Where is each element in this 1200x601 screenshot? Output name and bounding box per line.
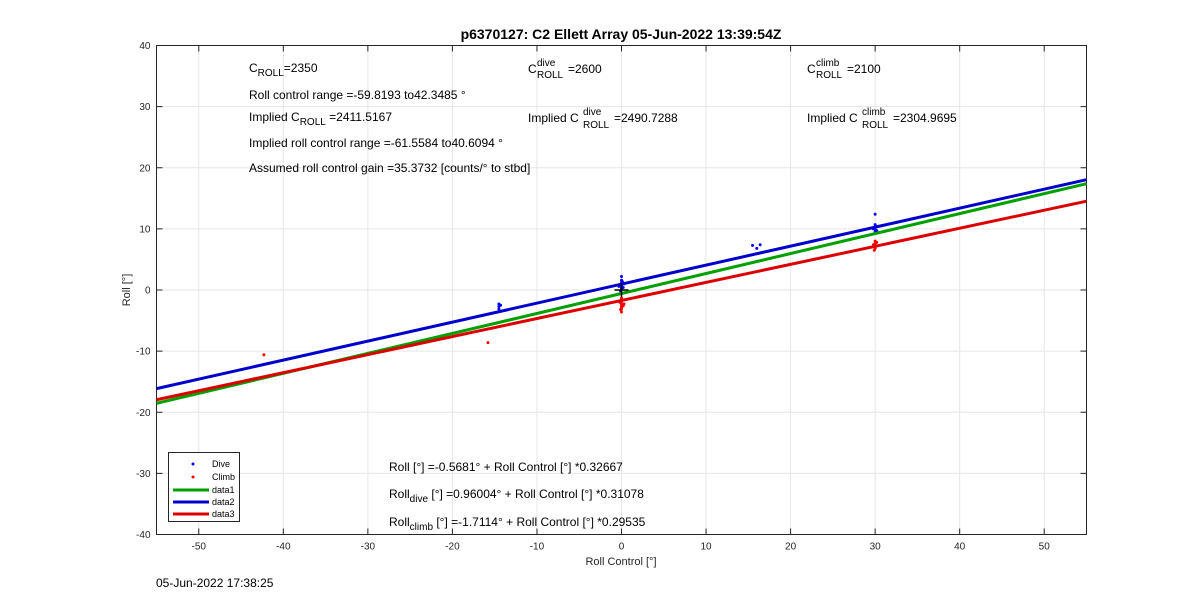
x-tick-label: 30: [870, 542, 882, 553]
y-tick-label: 20: [139, 163, 151, 174]
x-axis-label: Roll Control [°]: [585, 556, 656, 568]
y-tick-label: -10: [136, 347, 151, 358]
annot-gain: Assumed roll control gain =35.3732 [coun…: [249, 161, 530, 175]
legend-label-dive: Dive: [212, 459, 230, 469]
x-tick-label: -20: [445, 542, 460, 553]
annot-c-roll: CROLL=2350: [249, 61, 318, 79]
x-tick-label: 10: [700, 542, 712, 553]
y-tick-label: -30: [136, 469, 151, 480]
annot-c-roll-climb: C climb ROLL =2100: [807, 55, 881, 81]
legend-label-data3: data3: [212, 509, 235, 519]
y-tick-label: 30: [139, 102, 151, 113]
x-tick-label: 20: [785, 542, 797, 553]
point-climb: [486, 341, 490, 345]
point-dive: [499, 303, 503, 307]
timestamp: 05-Jun-2022 17:38:25: [156, 576, 274, 590]
y-tick-label: 40: [139, 41, 151, 52]
x-tick-label: 0: [619, 542, 625, 553]
point-dive: [873, 212, 877, 216]
legend-marker-dive: [191, 462, 195, 466]
point-climb: [619, 308, 623, 312]
origin-marker: [614, 283, 629, 297]
legend-label-data2: data2: [212, 497, 235, 507]
fit-line-data3: [156, 199, 1087, 402]
point-climb: [620, 296, 623, 300]
annot-c-roll-dive: C dive ROLL =2600: [528, 55, 602, 81]
point-dive: [497, 307, 501, 311]
data-points: [262, 212, 879, 357]
legend-marker-climb: [191, 475, 195, 479]
legend-box: [168, 452, 240, 522]
axis-ticks: -50 -40 -30 -20 -10 0 10 20 30 40 50 -40 -30 -20 -10 0 1…: [136, 41, 1087, 553]
point-climb: [620, 310, 623, 314]
y-tick-label: 10: [139, 224, 151, 235]
y-tick-label: 0: [145, 286, 151, 297]
x-tick-label: -50: [192, 542, 207, 553]
annot-implied-range: Implied roll control range =-61.5584 to4…: [249, 136, 503, 150]
point-climb: [875, 240, 879, 244]
annot-implied-c-roll: Implied CROLL =2411.5167: [249, 110, 392, 128]
annot-implied-c-roll-climb: Implied C climb ROLL =2304.9695: [807, 104, 957, 131]
point-dive: [751, 243, 755, 247]
y-axis-label: Roll [°]: [121, 274, 133, 307]
annot-implied-c-roll-dive: Implied C dive ROLL =2490.7288: [528, 104, 678, 131]
legend-label-data1: data1: [212, 485, 235, 495]
point-dive: [620, 275, 623, 279]
annot-fit-dive: Rolldive [°] =0.96004° + Roll Control [°…: [389, 487, 644, 505]
point-climb: [622, 302, 626, 306]
point-dive: [873, 223, 877, 227]
annot-roll-control-range: Roll control range =-59.8193 to42.3485 °: [249, 88, 466, 102]
chart-title: p6370127: C2 Ellett Array 05-Jun-2022 13…: [461, 26, 782, 42]
point-dive: [620, 279, 624, 283]
x-tick-label: -30: [361, 542, 376, 553]
annot-fit-all: Roll [°] =-0.5681° + Roll Control [°] *0…: [389, 460, 623, 474]
y-tick-label: -40: [136, 530, 151, 541]
x-tick-label: -10: [530, 542, 545, 553]
point-dive: [755, 246, 759, 250]
point-dive: [621, 286, 625, 290]
x-tick-label: 40: [954, 542, 966, 553]
annotations: CROLL=2350 Roll control range =-59.8193 …: [249, 55, 957, 533]
x-tick-label: 50: [1039, 542, 1051, 553]
legend: Dive Climb data1 data2 data3: [168, 452, 240, 522]
x-tick-label: -40: [276, 542, 291, 553]
point-climb: [872, 248, 876, 252]
annot-fit-climb: Rollclimb [°] =-1.7114° + Roll Control […: [389, 515, 646, 533]
legend-label-climb: Climb: [212, 472, 235, 482]
point-dive: [758, 243, 762, 247]
point-climb: [262, 353, 266, 357]
y-tick-label: -20: [136, 408, 151, 419]
